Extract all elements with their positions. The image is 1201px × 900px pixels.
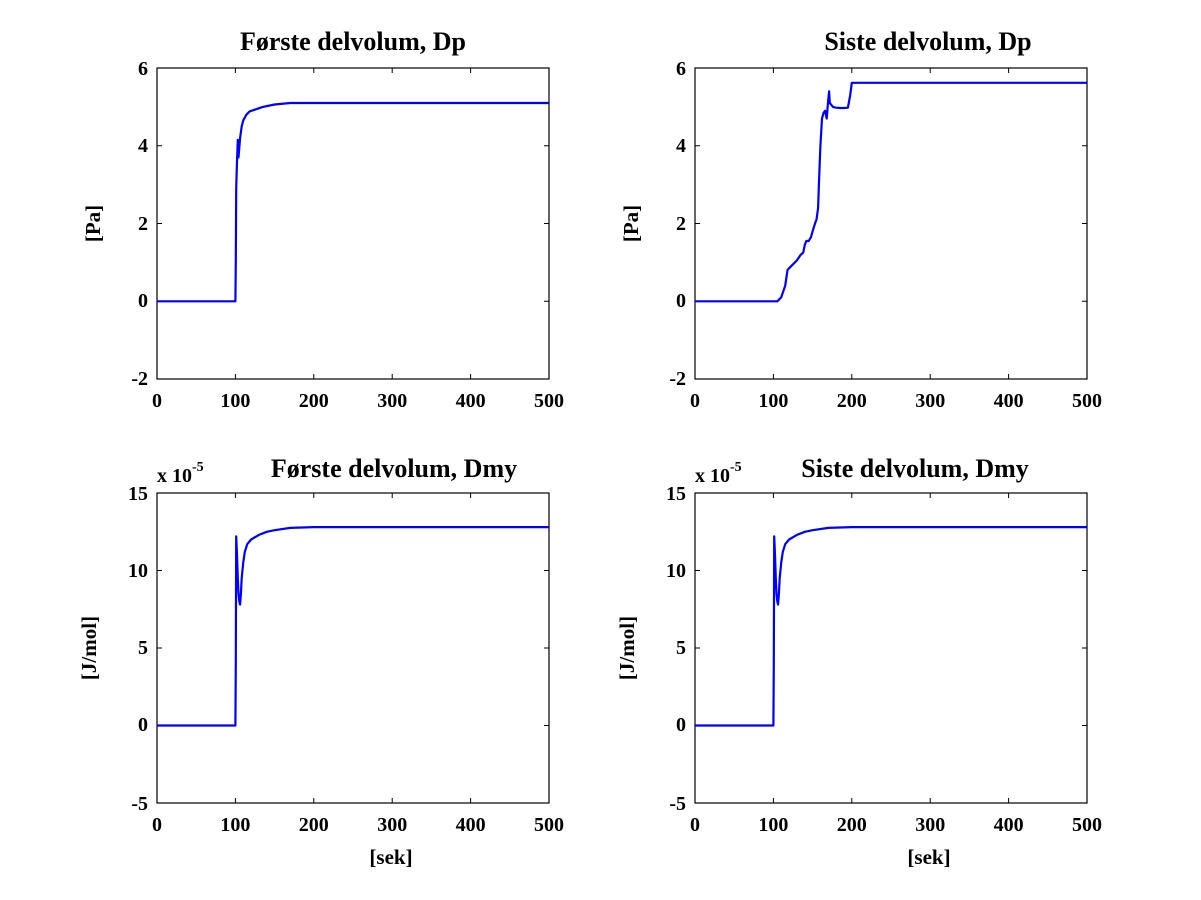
exponent-base: x 10 xyxy=(695,465,730,487)
x-tick-label: 200 xyxy=(837,390,867,412)
panel-last-dp: Siste delvolum, Dp [Pa] 0 100 200 300 40… xyxy=(619,27,1102,412)
y-tick-label: 0 xyxy=(138,714,148,736)
exponent-base: x 10 xyxy=(157,465,192,487)
y-tick-label: 2 xyxy=(676,213,686,235)
y-tick-label: 15 xyxy=(128,483,148,505)
x-tick-label: 100 xyxy=(758,814,788,836)
x-tick-label: 500 xyxy=(534,814,564,836)
y-tick-label: -5 xyxy=(669,793,686,815)
x-tick-label: 500 xyxy=(534,390,564,412)
x-tick-label: 0 xyxy=(690,390,700,412)
x-tick-label: 300 xyxy=(915,814,945,836)
exponent-power: -5 xyxy=(730,460,742,475)
x-tick-label: 200 xyxy=(299,814,329,836)
x-tick-label: 0 xyxy=(152,814,162,836)
panel-first-dp: Første delvolum, Dp [Pa] 0 100 200 300 4… xyxy=(81,27,564,412)
x-tick-label: 200 xyxy=(299,390,329,412)
y-tick-label: 4 xyxy=(676,135,686,157)
x-tick-label: 100 xyxy=(758,390,788,412)
y-tick-label: 15 xyxy=(666,483,686,505)
panel-first-dmy: Første delvolum, Dmy x 10-5 [J/mol] [sek… xyxy=(77,454,564,869)
x-tick-label: 400 xyxy=(994,390,1024,412)
y-tick-label: 2 xyxy=(138,213,148,235)
exponent-label: x 10-5 xyxy=(157,460,204,487)
x-tick-label: 0 xyxy=(152,390,162,412)
y-tick-label: 6 xyxy=(676,58,686,80)
series-line xyxy=(695,525,1087,727)
tick-marks xyxy=(156,67,550,380)
chart-title: Siste delvolum, Dp xyxy=(824,27,1031,56)
y-tick-label: 10 xyxy=(666,560,686,582)
y-tick-label: 0 xyxy=(676,714,686,736)
tick-marks xyxy=(694,492,1088,804)
y-tick-label: -2 xyxy=(131,368,148,390)
x-tick-label: 500 xyxy=(1072,814,1102,836)
y-tick-label: 4 xyxy=(138,135,148,157)
panel-last-dmy: Siste delvolum, Dmy x 10-5 [J/mol] [sek]… xyxy=(615,454,1102,869)
y-tick-label: 10 xyxy=(128,560,148,582)
y-tick-label: 5 xyxy=(676,637,686,659)
x-tick-label: 100 xyxy=(220,814,250,836)
y-tick-label: -2 xyxy=(669,368,686,390)
y-axis-label: [Pa] xyxy=(81,205,105,242)
x-tick-label: 300 xyxy=(915,390,945,412)
x-tick-label: 400 xyxy=(456,814,486,836)
x-tick-label: 100 xyxy=(220,390,250,412)
series-line xyxy=(157,101,549,303)
x-tick-label: 300 xyxy=(377,390,407,412)
x-tick-label: 0 xyxy=(690,814,700,836)
tick-marks xyxy=(694,67,1088,380)
x-axis-label: [sek] xyxy=(907,845,950,869)
x-tick-label: 300 xyxy=(377,814,407,836)
series-line xyxy=(695,81,1087,303)
exponent-power: -5 xyxy=(192,460,204,475)
chart-title: Siste delvolum, Dmy xyxy=(801,454,1029,483)
y-tick-label: 6 xyxy=(138,58,148,80)
y-tick-label: -5 xyxy=(131,793,148,815)
x-tick-label: 200 xyxy=(837,814,867,836)
x-tick-label: 400 xyxy=(994,814,1024,836)
series-line xyxy=(157,525,549,727)
y-tick-label: 5 xyxy=(138,637,148,659)
exponent-label: x 10-5 xyxy=(695,460,742,487)
x-tick-label: 400 xyxy=(456,390,486,412)
chart-title: Første delvolum, Dp xyxy=(240,27,466,56)
y-axis-label: [J/mol] xyxy=(615,616,639,680)
y-axis-label: [Pa] xyxy=(619,205,643,242)
x-axis-label: [sek] xyxy=(369,845,412,869)
tick-marks xyxy=(156,492,550,804)
y-axis-label: [J/mol] xyxy=(77,616,101,680)
y-tick-label: 0 xyxy=(676,290,686,312)
y-tick-label: 0 xyxy=(138,290,148,312)
chart-title: Første delvolum, Dmy xyxy=(271,454,517,483)
x-tick-label: 500 xyxy=(1072,390,1102,412)
